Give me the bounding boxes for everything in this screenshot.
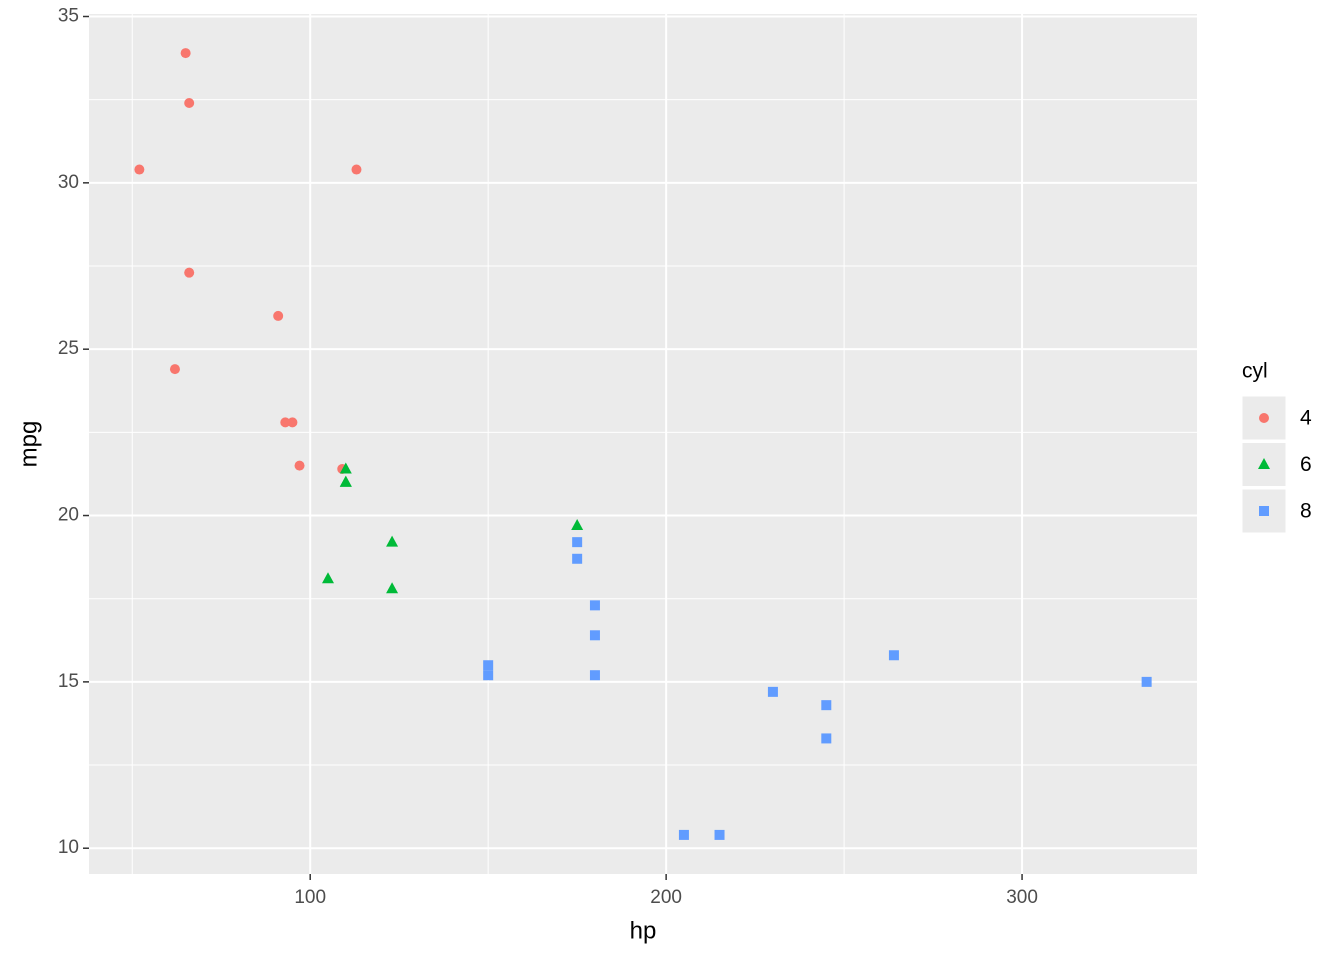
y-tick-label: 30	[58, 172, 79, 193]
point	[589, 600, 600, 611]
point	[1259, 413, 1269, 423]
legend-label: 4	[1300, 407, 1312, 430]
point	[821, 733, 832, 744]
point	[572, 537, 583, 548]
point	[483, 660, 494, 671]
point	[483, 670, 494, 681]
point	[322, 572, 335, 584]
y-tick-label: 20	[58, 505, 79, 526]
y-axis-title: mpg	[15, 421, 42, 468]
marks	[134, 48, 1152, 840]
x-tick-label: 100	[294, 887, 326, 908]
point	[572, 553, 583, 564]
y-tick-label: 15	[58, 671, 79, 692]
point	[134, 164, 145, 175]
point	[339, 462, 352, 474]
point	[1259, 506, 1269, 516]
x-tick-label: 200	[650, 887, 682, 908]
panel	[89, 14, 1197, 874]
y-tick-label: 35	[58, 6, 79, 27]
point	[294, 460, 305, 471]
point	[767, 686, 778, 697]
point	[888, 650, 899, 661]
point	[280, 417, 291, 428]
point	[1141, 676, 1152, 687]
legend-label: 8	[1300, 500, 1312, 523]
x-axis-title: hp	[630, 917, 657, 944]
grid	[89, 14, 1197, 874]
point	[169, 364, 180, 375]
point	[678, 829, 689, 840]
point	[1258, 458, 1270, 469]
point	[386, 535, 399, 547]
x-tick-label: 300	[1006, 887, 1038, 908]
point	[184, 97, 195, 108]
legend-title: cyl	[1242, 360, 1268, 383]
point	[180, 48, 191, 59]
point	[287, 417, 298, 428]
point	[273, 310, 284, 321]
point	[714, 829, 725, 840]
y-tick-label: 10	[58, 837, 79, 858]
point	[589, 670, 600, 681]
point	[339, 475, 352, 487]
legend-label: 6	[1300, 453, 1312, 476]
point	[184, 267, 195, 278]
point	[821, 700, 832, 711]
point	[386, 582, 399, 594]
y-tick-label: 25	[58, 338, 79, 359]
point	[571, 519, 584, 531]
legend: 4 6 8	[1241, 395, 1312, 534]
point	[589, 630, 600, 641]
point	[351, 164, 362, 175]
